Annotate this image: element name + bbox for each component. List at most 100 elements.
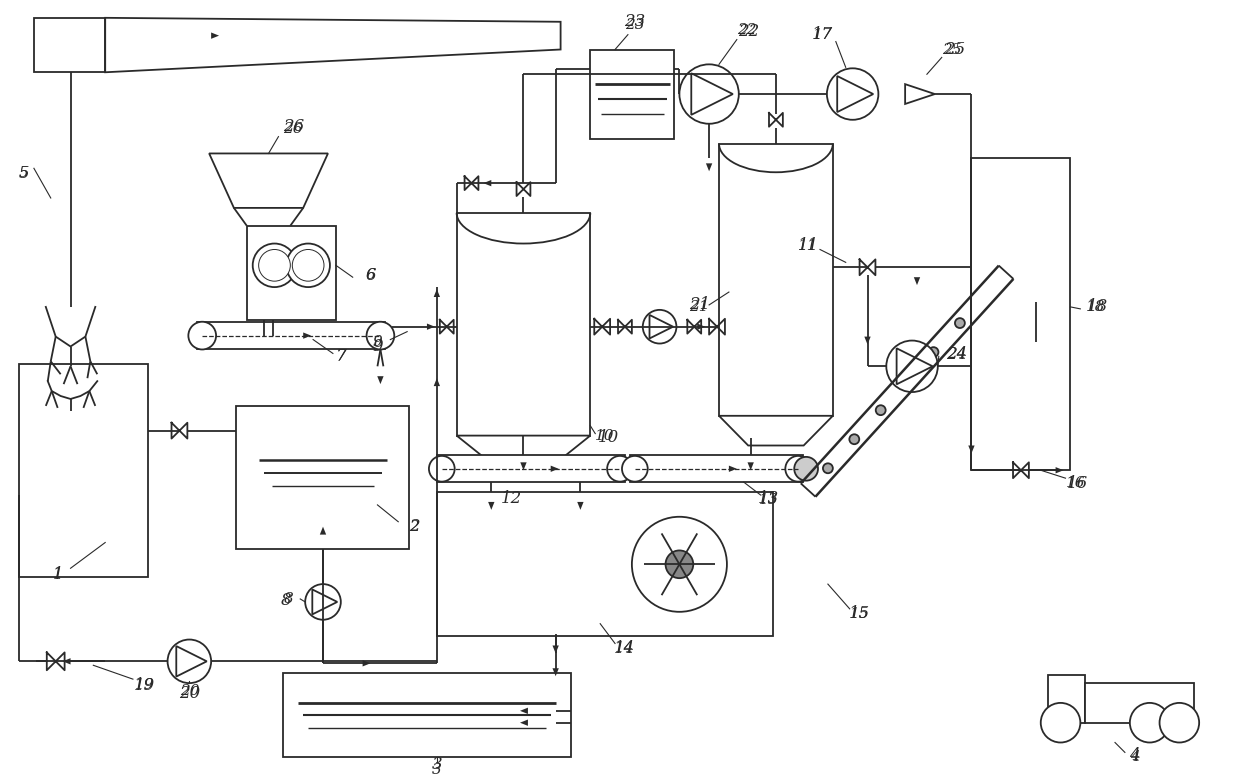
Text: 26: 26 [284, 122, 303, 136]
Polygon shape [968, 445, 975, 454]
Bar [630, 455, 804, 483]
Circle shape [1159, 703, 1199, 743]
Text: 8: 8 [281, 592, 291, 609]
Text: 21: 21 [689, 300, 709, 314]
Circle shape [286, 243, 330, 287]
Bar [236, 406, 409, 549]
Text: 25: 25 [942, 43, 961, 57]
Polygon shape [551, 465, 558, 472]
Text: 22: 22 [738, 23, 759, 40]
Circle shape [823, 463, 833, 473]
Circle shape [1130, 703, 1169, 743]
Bar [719, 144, 833, 416]
Text: 10: 10 [595, 429, 615, 443]
Bar [19, 364, 148, 577]
Polygon shape [434, 289, 440, 297]
Circle shape [622, 456, 647, 482]
Polygon shape [729, 465, 737, 472]
Text: 26: 26 [283, 118, 304, 135]
Circle shape [849, 434, 859, 444]
Polygon shape [697, 323, 706, 330]
Polygon shape [520, 708, 528, 714]
Polygon shape [320, 527, 326, 535]
Polygon shape [748, 462, 754, 470]
Text: 15: 15 [849, 607, 869, 621]
Polygon shape [484, 180, 491, 186]
Circle shape [903, 376, 913, 386]
Text: 14: 14 [614, 640, 636, 657]
Polygon shape [520, 720, 528, 726]
Polygon shape [553, 668, 559, 676]
Bar [33, 18, 105, 72]
Circle shape [259, 249, 290, 281]
Text: 17: 17 [813, 28, 833, 42]
Circle shape [795, 457, 818, 481]
Polygon shape [210, 153, 327, 208]
Text: 11: 11 [799, 239, 818, 253]
Text: 19: 19 [135, 678, 155, 692]
Text: 17: 17 [812, 26, 833, 44]
Circle shape [305, 584, 341, 620]
Polygon shape [719, 416, 833, 445]
Text: 3: 3 [432, 763, 441, 777]
Bar [436, 492, 774, 636]
Bar [456, 213, 590, 436]
Text: 23: 23 [624, 13, 646, 30]
Text: 16: 16 [1066, 475, 1087, 492]
Text: 4: 4 [1130, 751, 1140, 765]
Circle shape [632, 517, 727, 611]
Text: 4: 4 [1130, 747, 1140, 764]
Text: 9: 9 [372, 338, 383, 355]
Text: 18: 18 [1086, 298, 1107, 315]
Circle shape [887, 340, 937, 392]
Bar [971, 159, 1070, 470]
Polygon shape [1014, 342, 1058, 382]
Bar [1048, 675, 1085, 723]
Circle shape [875, 406, 885, 415]
Polygon shape [362, 660, 371, 667]
Text: 20: 20 [179, 685, 200, 702]
Text: 14: 14 [615, 642, 635, 656]
Text: 9: 9 [372, 335, 382, 349]
Polygon shape [553, 646, 559, 653]
Bar [247, 226, 336, 320]
Text: 23: 23 [625, 18, 645, 32]
Polygon shape [578, 502, 584, 510]
Text: 20: 20 [180, 684, 200, 698]
Polygon shape [456, 436, 590, 465]
Polygon shape [434, 378, 440, 386]
Text: 15: 15 [849, 605, 870, 622]
Polygon shape [914, 277, 920, 285]
Text: 13: 13 [759, 493, 779, 507]
Circle shape [1040, 703, 1080, 743]
Circle shape [429, 456, 455, 482]
Text: 6: 6 [366, 267, 376, 284]
Bar [284, 673, 570, 758]
Text: 2: 2 [409, 518, 419, 535]
Polygon shape [521, 462, 527, 470]
Text: 24: 24 [947, 347, 966, 361]
Polygon shape [1033, 336, 1039, 344]
Circle shape [827, 68, 878, 120]
Circle shape [992, 259, 1021, 286]
Circle shape [955, 318, 965, 328]
Text: 8: 8 [284, 592, 293, 606]
Circle shape [666, 550, 693, 578]
Bar [436, 455, 625, 483]
Circle shape [642, 310, 677, 343]
Polygon shape [706, 163, 712, 171]
Polygon shape [63, 658, 71, 664]
Text: 11: 11 [797, 237, 818, 254]
Polygon shape [105, 18, 560, 72]
Circle shape [167, 639, 211, 683]
Circle shape [253, 243, 296, 287]
Text: 5: 5 [19, 165, 30, 182]
Text: 24: 24 [946, 346, 967, 363]
Circle shape [929, 347, 939, 357]
Bar [1085, 683, 1194, 723]
Circle shape [785, 456, 811, 482]
Text: 3: 3 [432, 756, 443, 773]
Text: 7: 7 [336, 350, 346, 364]
Polygon shape [304, 333, 311, 339]
Polygon shape [377, 376, 383, 384]
